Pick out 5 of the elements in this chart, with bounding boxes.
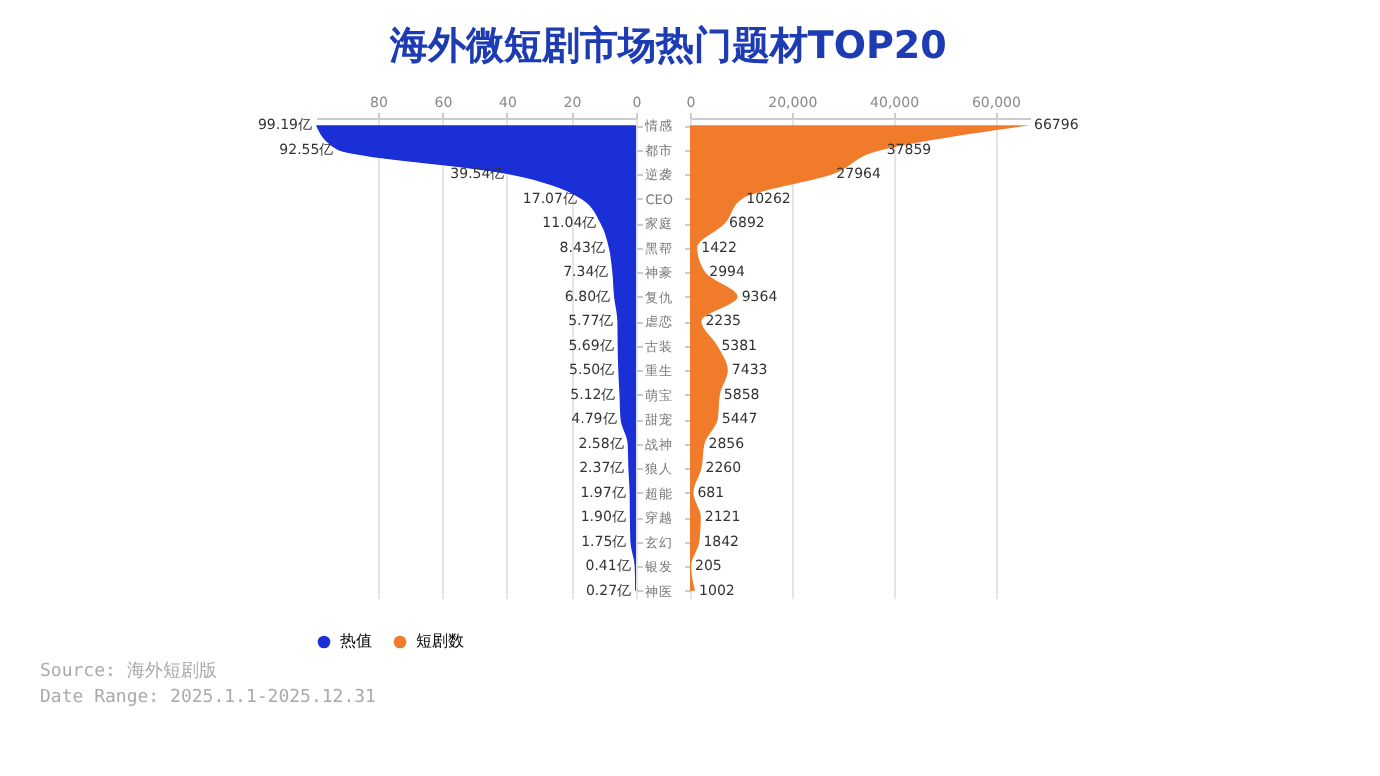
source-note: Source: 海外短剧版 [40,660,219,686]
legend-label: 短剧数 [416,632,464,650]
chart-title: 海外微短剧市场热门题材TOP20 [387,24,947,68]
legend-label: 热值 [340,632,372,650]
text: Date Range: 2025.1.1-2025.12.31 [40,686,376,712]
